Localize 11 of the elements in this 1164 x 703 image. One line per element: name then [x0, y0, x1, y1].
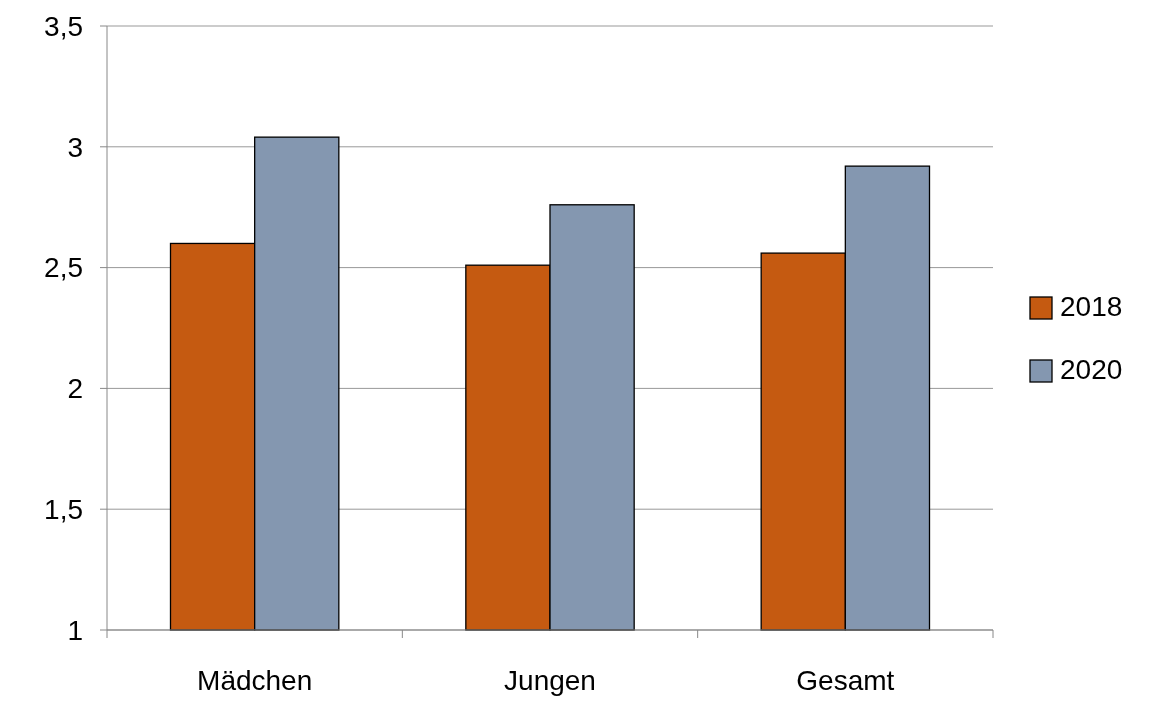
x-tick-label: Gesamt [796, 665, 895, 696]
x-tick-label: Jungen [504, 665, 596, 696]
legend-label: 2018 [1060, 290, 1123, 322]
y-tick-label: 2,5 [44, 252, 83, 284]
y-tick-label: 3,5 [44, 10, 83, 42]
y-tick-label: 1,5 [44, 494, 83, 525]
legend-label: 2020 [1060, 353, 1123, 385]
y-tick-label: 3 [67, 131, 83, 163]
y-tick-label: 2 [67, 373, 83, 405]
y-tick-label: 1 [67, 614, 83, 646]
x-tick-label: Mädchen [197, 665, 313, 696]
